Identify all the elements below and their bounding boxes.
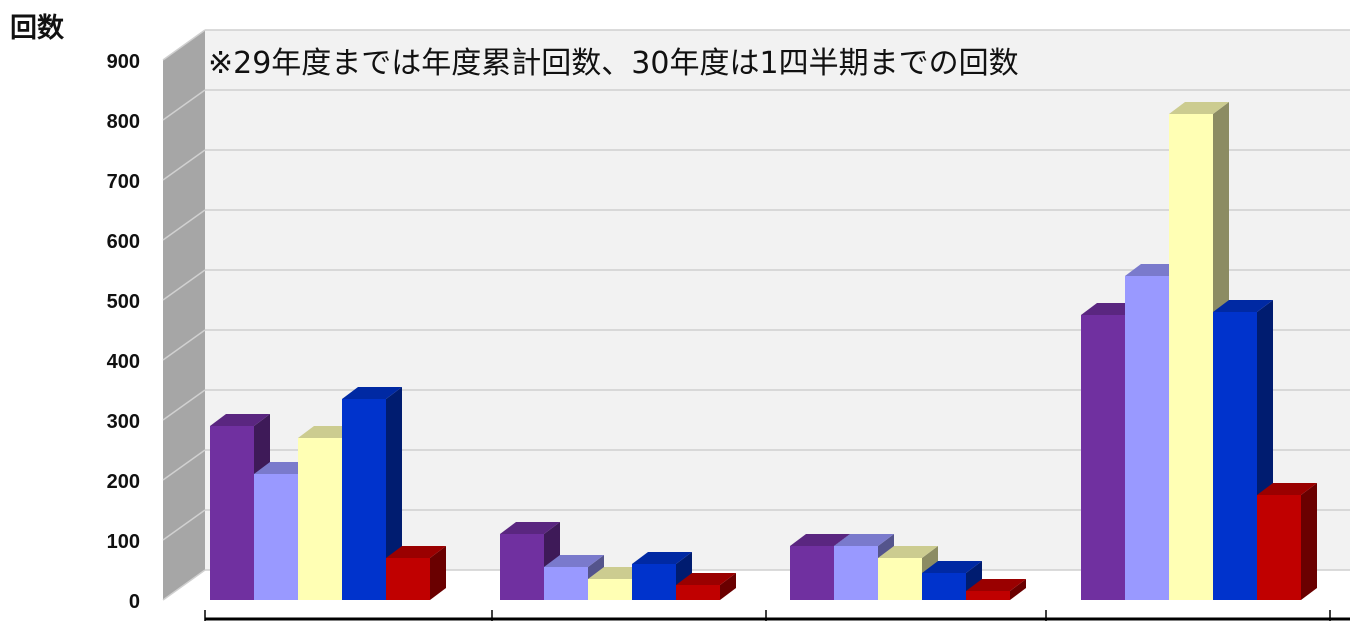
bar-front [1213, 312, 1257, 600]
gridline-side [162, 389, 206, 421]
bar-front [922, 573, 966, 600]
bar-top [676, 573, 736, 585]
bar-side [720, 573, 736, 600]
bar-front [298, 438, 342, 600]
bar-top [790, 534, 850, 546]
gridline-side [162, 329, 206, 361]
bar-front [790, 546, 834, 600]
y-tick-label: 400 [107, 351, 140, 373]
y-tick-label: 600 [107, 231, 140, 253]
bar [966, 579, 1026, 600]
y-tick-label: 700 [107, 171, 140, 193]
bar-top [834, 534, 894, 546]
floor [163, 570, 1350, 620]
bar-top [544, 555, 604, 567]
bar [342, 387, 402, 600]
bar-top [632, 552, 692, 564]
bar-front [1169, 114, 1213, 600]
gridline-side [162, 449, 206, 481]
bar-top [210, 414, 270, 426]
bar-front [254, 474, 298, 600]
x-axis [204, 610, 1350, 621]
bar-top [922, 561, 982, 573]
bar-side [430, 546, 446, 600]
gridline-side [162, 509, 206, 541]
bar-front [676, 585, 720, 600]
y-axis-label: 回数 [10, 13, 65, 44]
y-tick-label: 300 [107, 411, 140, 433]
y-tick-label: 100 [107, 531, 140, 553]
gridline-side [162, 89, 206, 121]
y-tick-label: 800 [107, 111, 140, 133]
bar-front [500, 534, 544, 600]
gridline-side [162, 569, 206, 601]
bar-top [1169, 102, 1229, 114]
bar-front [544, 567, 588, 600]
bar-front [878, 558, 922, 600]
bar-top [878, 546, 938, 558]
y-tick-labels: 0 100 200 300 400 500 600 700 800 900 [107, 51, 140, 613]
y-tick-label: 0 [129, 591, 140, 613]
bar-top [500, 522, 560, 534]
bar-front [1081, 315, 1125, 600]
bar-top [1257, 483, 1317, 495]
bar-front [966, 591, 1010, 600]
bar-side [1301, 483, 1317, 600]
bar-front [342, 399, 386, 600]
bar [1257, 483, 1317, 600]
bar-front [1125, 276, 1169, 600]
bar [500, 522, 560, 600]
bar-front [1257, 495, 1301, 600]
bar-front [210, 426, 254, 600]
bar-front [386, 558, 430, 600]
y-tick-label: 200 [107, 471, 140, 493]
bar-front [588, 579, 632, 600]
gridline-side [162, 29, 206, 61]
y-tick-label: 900 [107, 51, 140, 73]
bar [676, 573, 736, 600]
chart-annotation: ※29年度までは年度累計回数、30年度は1四半期までの回数 [208, 46, 1019, 81]
gridline-side [162, 209, 206, 241]
bar-side [386, 387, 402, 600]
bar [1213, 300, 1273, 600]
bar-top [966, 579, 1026, 591]
bars [210, 102, 1317, 600]
bar-top [342, 387, 402, 399]
y-tick-label: 500 [107, 291, 140, 313]
bar [386, 546, 446, 600]
bar-front [834, 546, 878, 600]
bar-front [632, 564, 676, 600]
bar-side [1010, 579, 1026, 600]
bar-top [386, 546, 446, 558]
gridline-side [162, 149, 206, 181]
bar-top [1213, 300, 1273, 312]
gridline-side [162, 269, 206, 301]
